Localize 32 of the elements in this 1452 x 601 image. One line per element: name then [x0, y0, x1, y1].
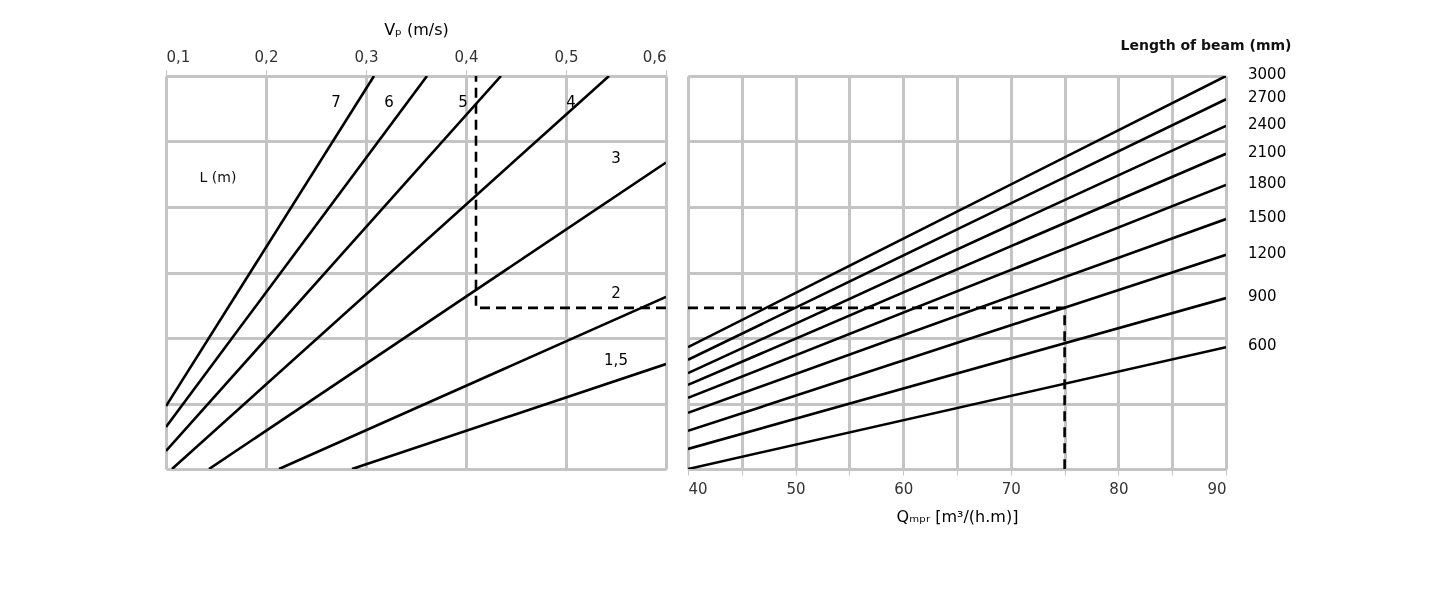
x-axis-title: Qₘₚᵣ [m³/(h.m)]	[896, 506, 1019, 526]
series-label: 1500	[1248, 208, 1287, 227]
x-tick-label: 40	[688, 479, 708, 498]
x-tick-label: 0,2	[254, 47, 279, 66]
x-tick-label: 90	[1207, 479, 1227, 498]
series-label: 2400	[1248, 114, 1287, 133]
series-label: 1200	[1248, 243, 1287, 262]
series-label: 1,5	[604, 351, 628, 370]
series-label: 3	[611, 149, 621, 168]
x-tick-label: 0,3	[354, 47, 379, 66]
series-label: 4	[566, 93, 576, 111]
series-label: 600	[1248, 336, 1277, 355]
legend-title: Length of beam (mm)	[1120, 37, 1292, 53]
x-axis-title: Vₚ (m/s)	[384, 19, 449, 39]
x-tick-label: 60	[894, 479, 914, 498]
series-label: 2	[611, 283, 621, 302]
series-label: 2100	[1248, 142, 1287, 161]
x-tick-label: 70	[1001, 479, 1021, 498]
series-label: 900	[1248, 287, 1277, 306]
series-label: 7	[331, 93, 341, 111]
series-label: 3000	[1248, 65, 1287, 83]
legend-title: L (m)	[199, 169, 237, 186]
x-tick-label: 0,6	[642, 47, 667, 66]
series-label: 1800	[1248, 173, 1287, 192]
series-label: 6	[384, 93, 394, 111]
x-tick-label: 50	[786, 479, 806, 498]
series-label: 5	[458, 93, 468, 111]
x-tick-label: 0,5	[554, 47, 579, 66]
x-tick-label: 0,1	[166, 47, 191, 66]
x-tick-label: 80	[1109, 479, 1129, 498]
x-tick-label: 0,4	[454, 47, 479, 66]
series-label: 2700	[1248, 88, 1287, 107]
